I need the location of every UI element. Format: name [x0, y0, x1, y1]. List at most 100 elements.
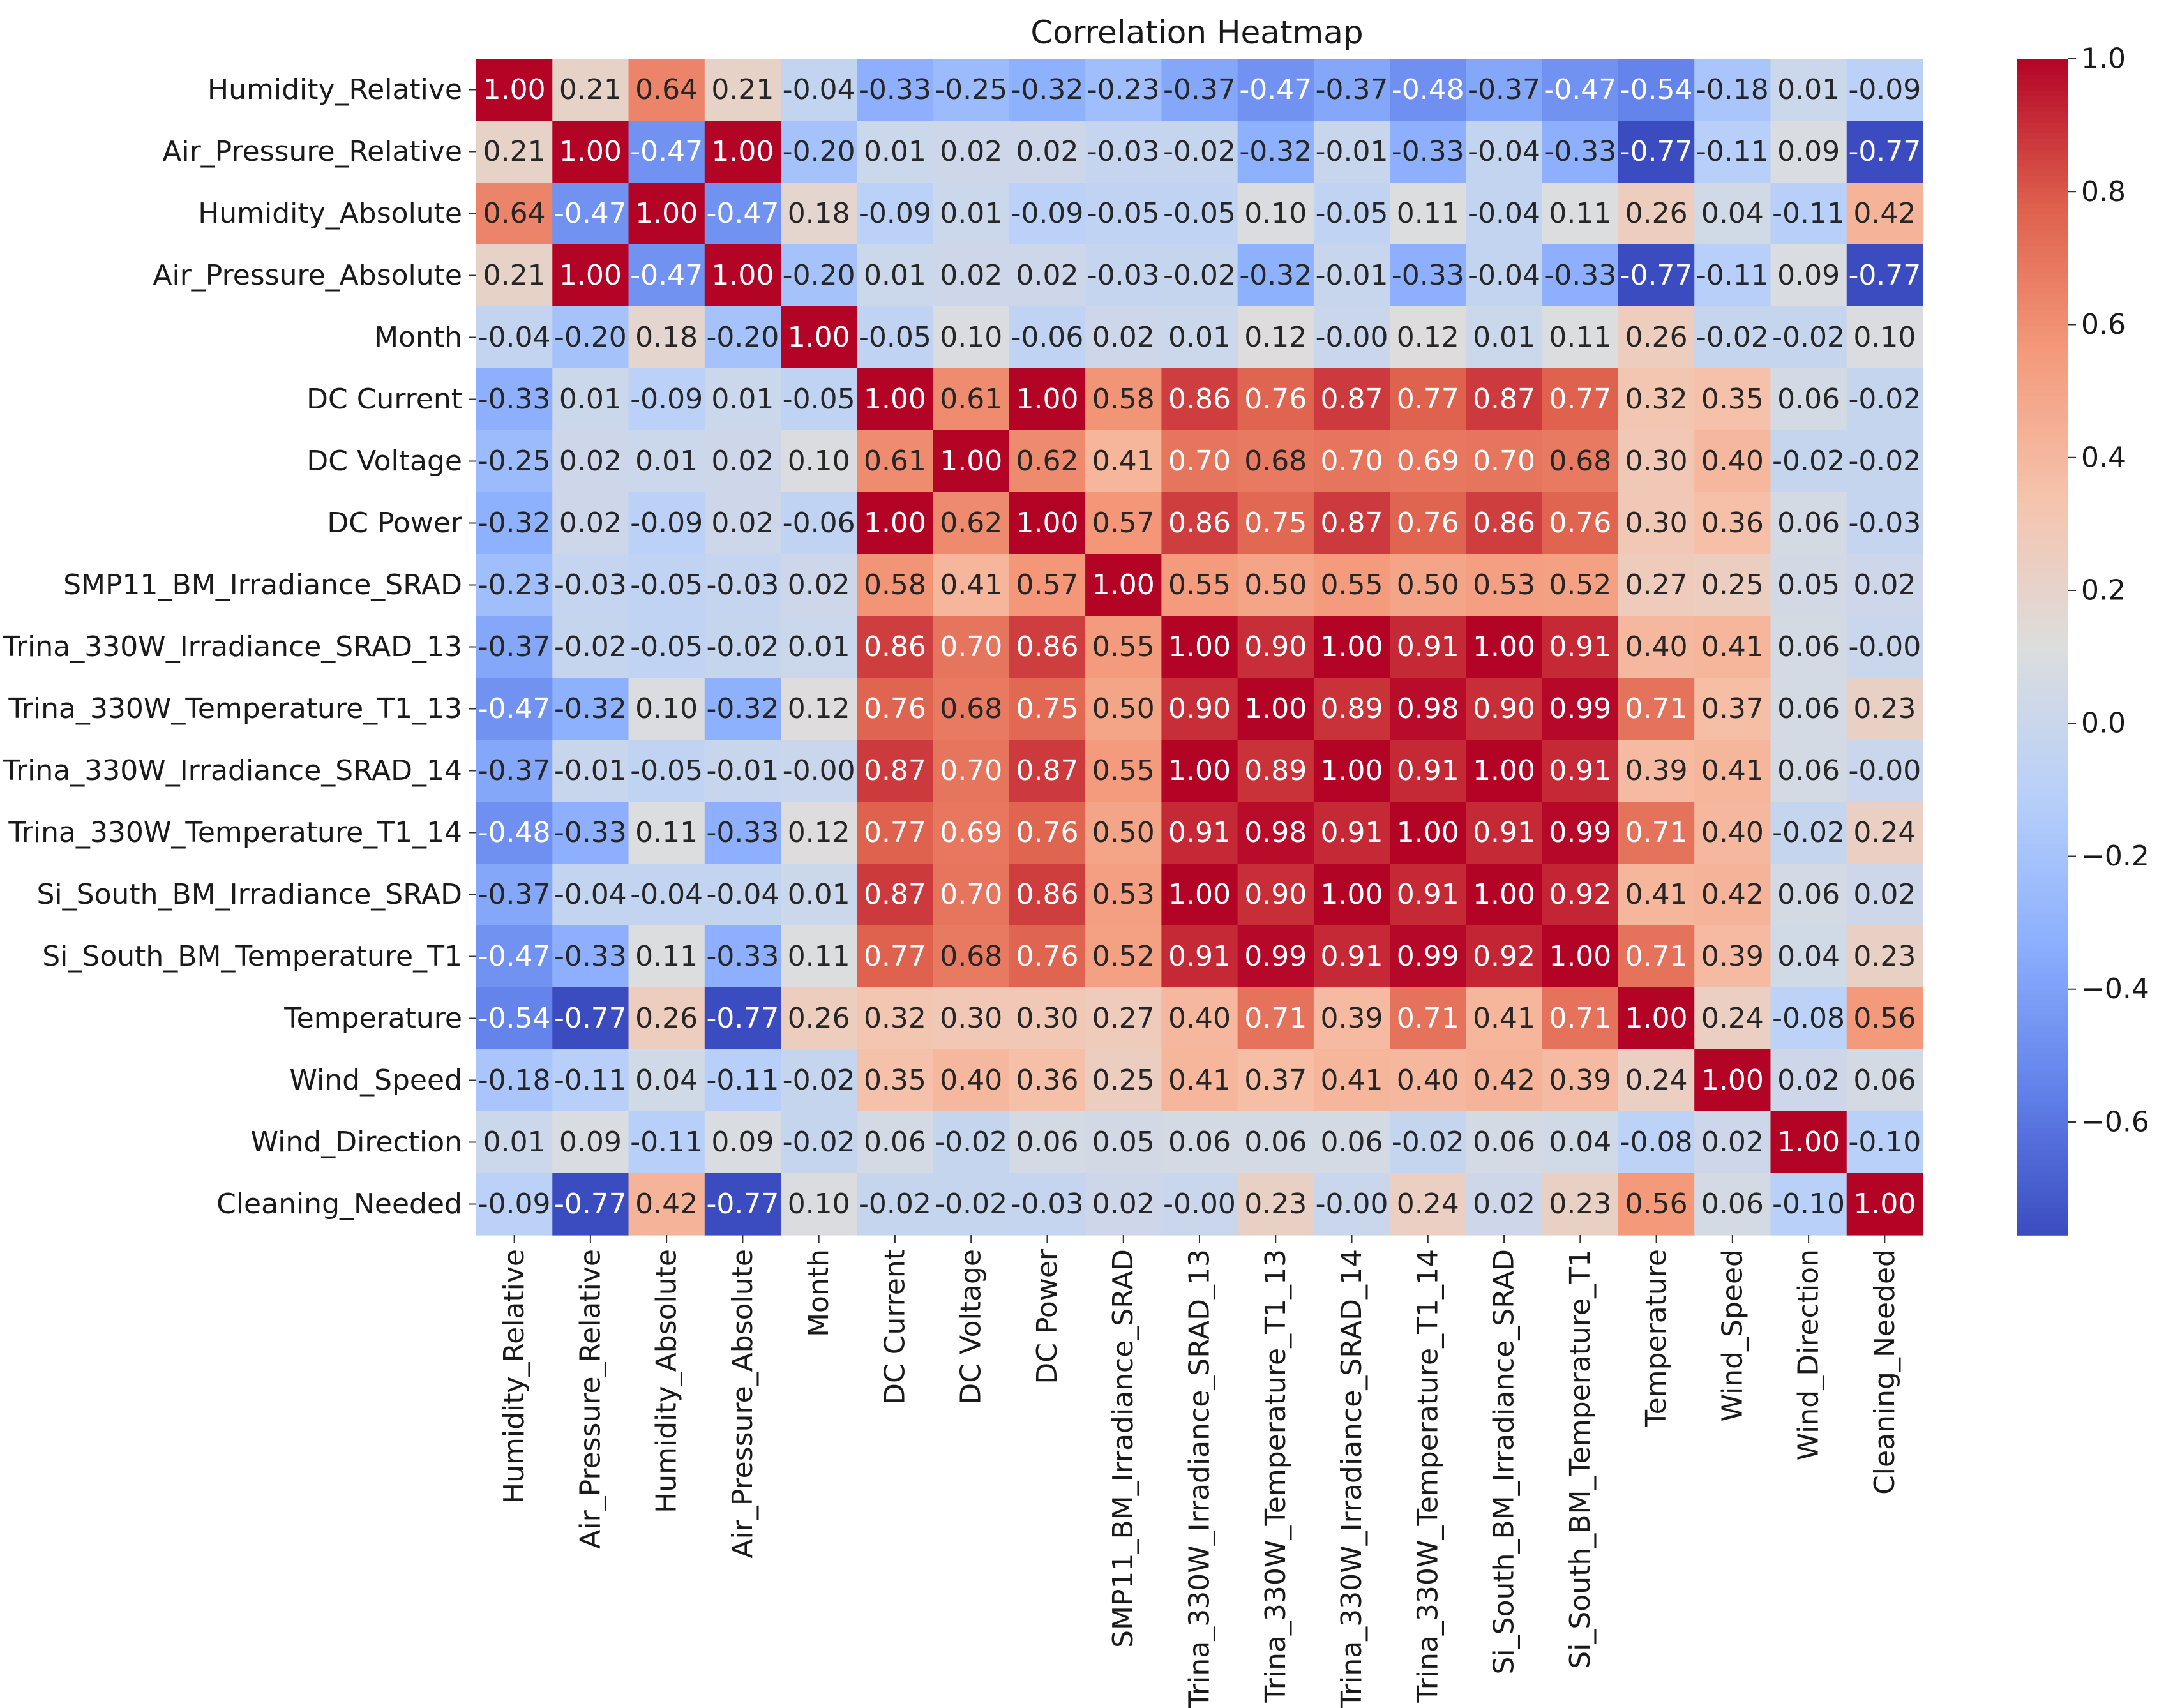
- cell-value-label: 0.26: [1625, 321, 1688, 354]
- cell-value-label: 0.71: [1625, 940, 1688, 973]
- colorbar-segment: [2017, 529, 2068, 536]
- cell-value-label: -0.20: [783, 135, 855, 168]
- cell-value-label: -0.20: [706, 321, 779, 354]
- heatmap-cell: [1085, 244, 1162, 307]
- colorbar-segment: [2017, 1149, 2068, 1156]
- heatmap-cell: [1846, 59, 1923, 121]
- cell-value-label: 0.52: [1549, 569, 1611, 601]
- x-tick-label: SMP11_BM_Irradiance_SRAD: [1107, 1249, 1139, 1648]
- cell-value-label: 0.01: [1473, 321, 1535, 354]
- cell-value-label: 0.62: [1016, 445, 1078, 477]
- cell-value-label: -0.01: [706, 754, 779, 787]
- heatmap-cell: [1161, 244, 1238, 307]
- heatmap-cell: [1390, 1049, 1467, 1112]
- cell-value-label: -0.47: [478, 693, 551, 725]
- heatmap-cell: [1466, 1049, 1543, 1112]
- heatmap-cell: [1237, 1173, 1314, 1236]
- heatmap-cell: [704, 306, 781, 369]
- colorbar-segment: [2017, 486, 2068, 493]
- cell-value-label: -0.04: [706, 878, 779, 911]
- colorbar-tick-label: 0.0: [2081, 707, 2126, 740]
- heatmap-cell: [1694, 306, 1771, 369]
- cell-value-label: 1.00: [1168, 754, 1231, 787]
- cell-value-label: 0.23: [1549, 1188, 1611, 1220]
- cell-value-label: -0.02: [1848, 383, 1921, 416]
- cell-value-label: 0.36: [1016, 1064, 1078, 1097]
- heatmap-cell: [552, 368, 629, 431]
- colorbar-segment: [2017, 1015, 2068, 1022]
- heatmap-cell: [1085, 121, 1162, 183]
- cell-value-label: 0.25: [1701, 569, 1764, 601]
- heatmap-cell: [1237, 925, 1314, 988]
- heatmap-cell: [1161, 306, 1238, 369]
- cell-value-label: 0.09: [1777, 135, 1840, 168]
- cell-value-label: 0.40: [1701, 816, 1764, 849]
- colorbar-segment: [2017, 91, 2068, 97]
- y-tick-label: Trina_330W_Irradiance_SRAD_14: [3, 754, 462, 787]
- cell-value-label: 0.69: [940, 816, 1002, 849]
- cell-value-label: -0.23: [478, 569, 551, 601]
- heatmap-cell: [1466, 864, 1543, 926]
- cell-value-label: -0.02: [1392, 1126, 1464, 1158]
- heatmap-cell: [628, 1049, 705, 1112]
- colorbar-segment: [2017, 96, 2068, 102]
- heatmap-cell: [1237, 740, 1314, 802]
- colorbar-segment: [2017, 1117, 2068, 1123]
- cell-value-label: 0.01: [940, 197, 1002, 230]
- colorbar-segment: [2017, 128, 2068, 135]
- heatmap-cell: [1390, 616, 1467, 678]
- heatmap-cell: [628, 740, 705, 802]
- chart-title: Correlation Heatmap: [1030, 14, 1363, 51]
- cell-value-label: 0.06: [1853, 1064, 1916, 1097]
- heatmap-cell: [1009, 430, 1086, 493]
- heatmap-cell: [1846, 368, 1923, 431]
- colorbar-segment: [2017, 133, 2068, 140]
- colorbar-segment: [2017, 219, 2068, 225]
- cell-value-label: 0.99: [1549, 693, 1611, 725]
- cell-value-label: 0.12: [788, 693, 850, 725]
- colorbar-segment: [2017, 213, 2068, 220]
- heatmap-cell: [1237, 987, 1314, 1050]
- cell-value-label: 1.00: [1701, 1064, 1764, 1097]
- heatmap-cell: [1694, 554, 1771, 617]
- cell-value-label: 0.25: [1092, 1064, 1155, 1097]
- heatmap-cell: [1694, 678, 1771, 740]
- heatmap-cell: [1161, 740, 1238, 802]
- cell-value-label: 0.35: [864, 1064, 926, 1097]
- cell-value-label: 0.30: [1625, 445, 1688, 477]
- cell-value-label: -0.03: [554, 569, 627, 601]
- heatmap-cell: [552, 183, 629, 245]
- colorbar-segment: [2017, 1187, 2068, 1193]
- y-tick-label: Wind_Speed: [289, 1064, 462, 1097]
- colorbar-segment: [2017, 1213, 2068, 1220]
- cell-value-label: 0.10: [940, 321, 1002, 354]
- cell-value-label: 0.55: [1092, 631, 1155, 663]
- cell-value-label: -0.37: [478, 878, 551, 911]
- colorbar-segment: [2017, 1176, 2068, 1183]
- heatmap-cell: [1009, 1111, 1086, 1174]
- y-tick-label: Trina_330W_Irradiance_SRAD_13: [3, 631, 462, 663]
- colorbar-segment: [2017, 117, 2068, 124]
- colorbar-segment: [2017, 454, 2068, 461]
- cell-value-label: 0.71: [1625, 693, 1688, 725]
- heatmap-cell: [1085, 925, 1162, 988]
- x-tick-label: Air_Pressure_Absolute: [726, 1249, 759, 1559]
- colorbar-segment: [2017, 1165, 2068, 1172]
- cell-value-label: 0.23: [1853, 693, 1916, 725]
- heatmap-cell: [1313, 244, 1390, 307]
- colorbar-segment: [2017, 694, 2068, 701]
- cell-value-label: 0.12: [1244, 321, 1307, 354]
- cell-value-label: 0.50: [1092, 816, 1155, 849]
- cell-value-label: -0.11: [1772, 197, 1845, 230]
- cell-value-label: 0.87: [864, 754, 926, 787]
- cell-value-label: 0.02: [1016, 259, 1078, 292]
- cell-value-label: 0.98: [1244, 816, 1307, 849]
- heatmap-cell: [1466, 368, 1543, 431]
- colorbar-segment: [2017, 631, 2068, 637]
- y-tick-label: DC Voltage: [306, 445, 462, 477]
- cell-value-label: 0.01: [635, 445, 698, 477]
- cell-value-label: 0.06: [864, 1126, 926, 1158]
- colorbar-segment: [2017, 1101, 2068, 1107]
- colorbar-segment: [2017, 401, 2068, 407]
- heatmap-cell: [857, 616, 934, 678]
